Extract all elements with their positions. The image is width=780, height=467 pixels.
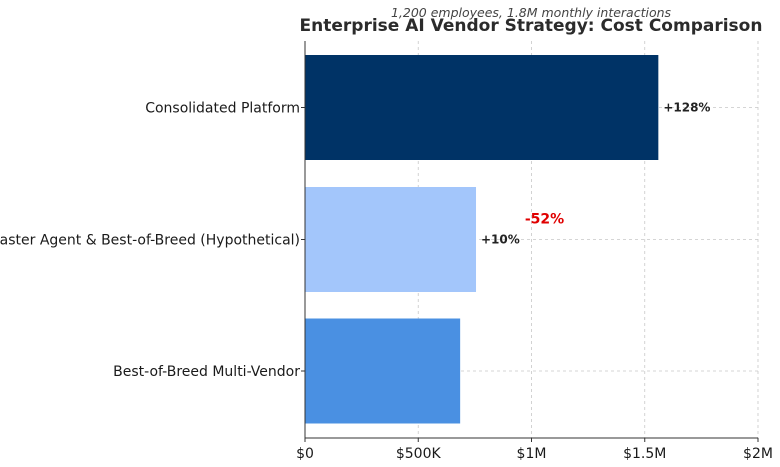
x-tick-label: $500K: [396, 446, 442, 462]
x-tick-label: $0: [296, 446, 314, 462]
bar: [305, 55, 659, 160]
chart-title: Enterprise AI Vendor Strategy: Cost Comp…: [300, 16, 763, 36]
data-label: +10%: [481, 233, 520, 247]
y-tick-label: Master Agent & Best-of-Breed (Hypothetic…: [0, 233, 300, 249]
bars: [305, 55, 659, 424]
bar: [305, 318, 461, 424]
y-tick-label: Best-of-Breed Multi-Vendor: [113, 364, 300, 380]
y-tick-label: Consolidated Platform: [145, 101, 300, 117]
labels: $0 $500K $1M $1.5M $2M Best-of-Breed Multi-Ve…: [0, 101, 773, 463]
data-label: +128%: [663, 101, 710, 115]
x-tick-label: $2M: [743, 446, 773, 462]
axes: [301, 41, 759, 442]
chart-subtitle: 1,200 employees, 1.8M monthly interactio…: [391, 5, 672, 20]
savings-annotation: -52%: [525, 212, 564, 228]
x-tick-label: $1.5M: [623, 446, 666, 462]
x-tick-label: $1M: [517, 446, 547, 462]
bar: [305, 187, 477, 292]
